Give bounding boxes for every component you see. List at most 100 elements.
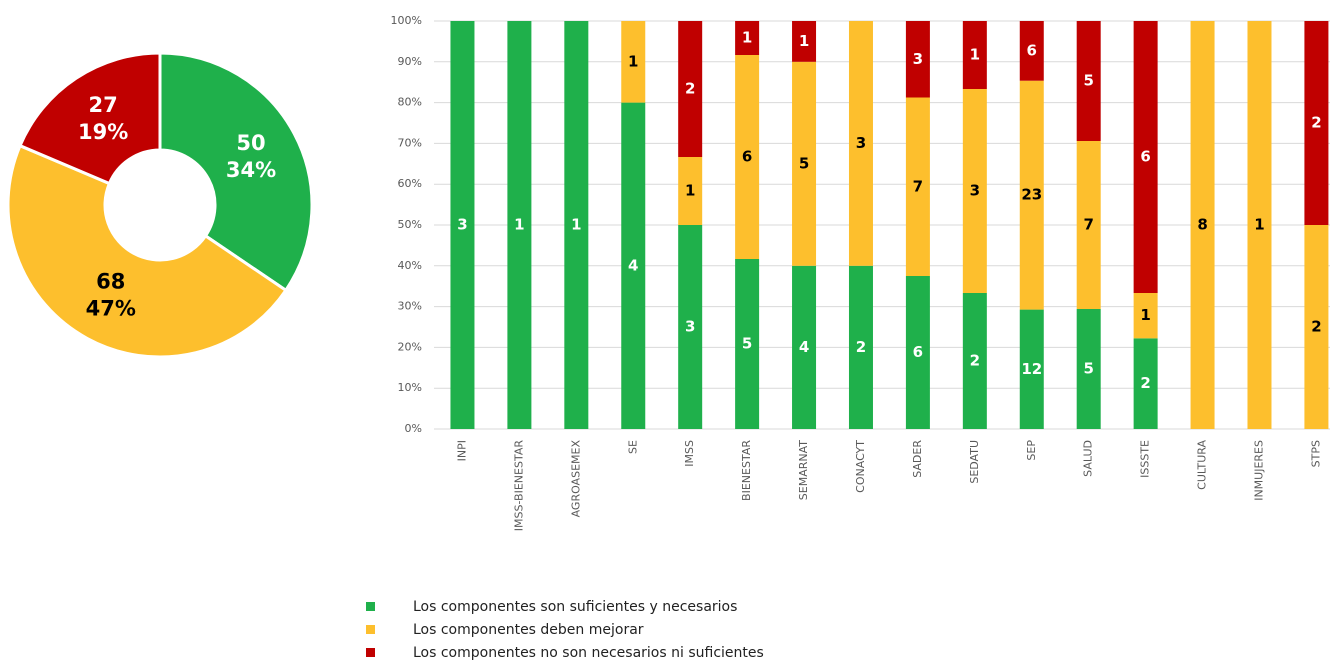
data-label: 1 [799,32,809,50]
x-tick-label: SADER [911,440,924,478]
bar-segment [678,225,703,429]
data-label: 6 [913,343,923,361]
bar-segment [905,97,930,276]
data-label: 2 [1311,318,1321,336]
legend-label: Los componentes deben mejorar [413,622,644,638]
x-tick-label: IMSS [683,440,696,467]
legend-swatch [366,648,375,657]
slice-value: 68 [96,269,125,293]
y-tick-label: 90% [398,55,422,68]
bar-segment [678,157,703,225]
bar-segment [792,61,817,266]
donut-slice [18,51,162,186]
bar-segment [848,265,873,429]
bar-segment [962,21,987,89]
y-tick-label: 40% [398,259,422,272]
bar-segment [1019,21,1044,81]
slice-percent: 47% [86,296,136,320]
x-tick-label: BIENESTAR [740,440,753,501]
bar-segment [1133,293,1158,339]
bar-segment [1019,80,1044,310]
y-tick-label: 100% [391,14,422,27]
bar-segment [792,21,817,62]
bar-segment [735,259,760,429]
bar-segment [735,21,760,55]
data-label: 5 [1083,72,1093,90]
bar-segment [1019,309,1044,429]
y-tick-label: 30% [398,300,422,313]
data-label: 5 [742,335,752,353]
x-tick-label: CULTURA [1196,440,1209,490]
slice-value: 27 [89,93,118,117]
bar-segment [848,21,873,266]
data-label: 1 [514,216,524,234]
bar-segment [1304,225,1329,429]
data-label: 2 [685,80,695,98]
data-label: 1 [685,182,695,200]
x-tick-label: IMSS-BIENESTAR [512,440,525,532]
slice-percent: 34% [226,158,276,182]
data-label: 1 [571,216,581,234]
bar-segment [621,21,646,103]
bar-segment [962,89,987,293]
data-label: 7 [913,177,923,195]
x-tick-label: STPS [1309,440,1322,467]
data-label: 23 [1021,186,1042,204]
bar-segment [905,21,930,98]
data-label: 6 [1140,148,1150,166]
data-label: 5 [799,154,809,172]
y-tick-label: 50% [398,218,422,231]
x-tick-label: INMUJERES [1252,440,1265,501]
y-tick-label: 60% [398,177,422,190]
data-label: 3 [913,50,923,68]
bar-segment [1076,141,1101,309]
data-label: 6 [1027,41,1037,59]
legend-label: Los componentes no son necesarios ni suf… [413,645,764,661]
x-tick-label: SEP [1025,440,1038,461]
x-tick-label: SE [626,440,639,454]
bar-segment [735,55,760,259]
legend-label: Los componentes son suficientes y necesa… [413,599,737,615]
data-label: 2 [970,352,980,370]
data-label: 2 [1140,374,1150,392]
data-label: 1 [628,52,638,70]
data-label: 1 [970,46,980,64]
x-tick-label: SEDATU [968,440,981,484]
donut-slice [6,143,288,359]
data-label: 3 [457,216,467,234]
data-label: 6 [742,148,752,166]
y-tick-label: 80% [398,96,422,109]
bar-segment [1076,21,1101,141]
bar-segment [507,21,532,429]
data-label: 4 [628,256,638,274]
bar-segment [678,21,703,157]
y-tick-label: 0% [405,422,422,435]
data-label: 12 [1021,360,1042,378]
bar-segment [1076,309,1101,429]
x-tick-label: AGROASEMEX [569,440,582,518]
data-label: 2 [1311,114,1321,132]
data-label: 8 [1197,216,1207,234]
data-label: 1 [1140,306,1150,324]
bar-segment [1247,21,1272,429]
slice-value: 50 [236,131,265,155]
data-label: 1 [1254,216,1264,234]
data-label: 3 [685,318,695,336]
bar-segment [564,21,589,429]
y-tick-label: 10% [398,381,422,394]
data-label: 4 [799,338,809,356]
x-tick-label: SEMARNAT [797,440,810,500]
y-tick-label: 70% [398,136,422,149]
data-label: 3 [970,182,980,200]
x-tick-label: INPI [455,440,468,461]
x-tick-label: SALUD [1082,440,1095,477]
donut-slice [158,51,314,293]
bar-segment [792,265,817,429]
bar-segment [1304,21,1329,225]
y-tick-label: 20% [398,340,422,353]
data-label: 7 [1083,216,1093,234]
bar-segment [621,102,646,429]
bar-segment [1133,338,1158,429]
data-label: 5 [1083,360,1093,378]
